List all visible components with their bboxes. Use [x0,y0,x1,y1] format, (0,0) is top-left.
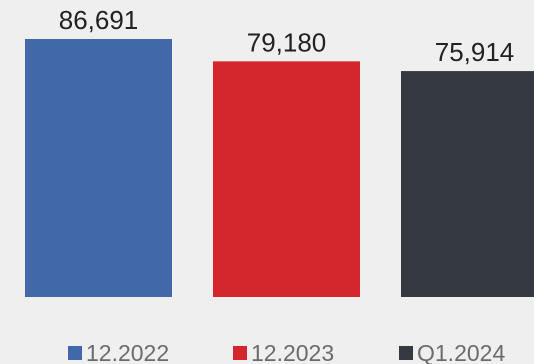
legend-label-1: 12.2022 [86,340,169,364]
bar-1 [25,39,172,297]
bar-2 [213,61,360,297]
bar-3 [401,71,534,297]
value-labels-group: 86,691 79,180 75,914 [59,5,515,67]
value-label-2: 79,180 [247,27,327,57]
bars-group [25,39,534,297]
legend-marker-3 [399,346,413,360]
legend: 12.2022 12.2023 Q1.2024 [68,340,505,364]
legend-label-2: 12.2023 [251,340,334,364]
value-label-1: 86,691 [59,5,139,35]
legend-label-3: Q1.2024 [417,340,505,364]
legend-marker-1 [68,346,82,360]
legend-marker-2 [233,346,247,360]
value-label-3: 75,914 [435,37,515,67]
